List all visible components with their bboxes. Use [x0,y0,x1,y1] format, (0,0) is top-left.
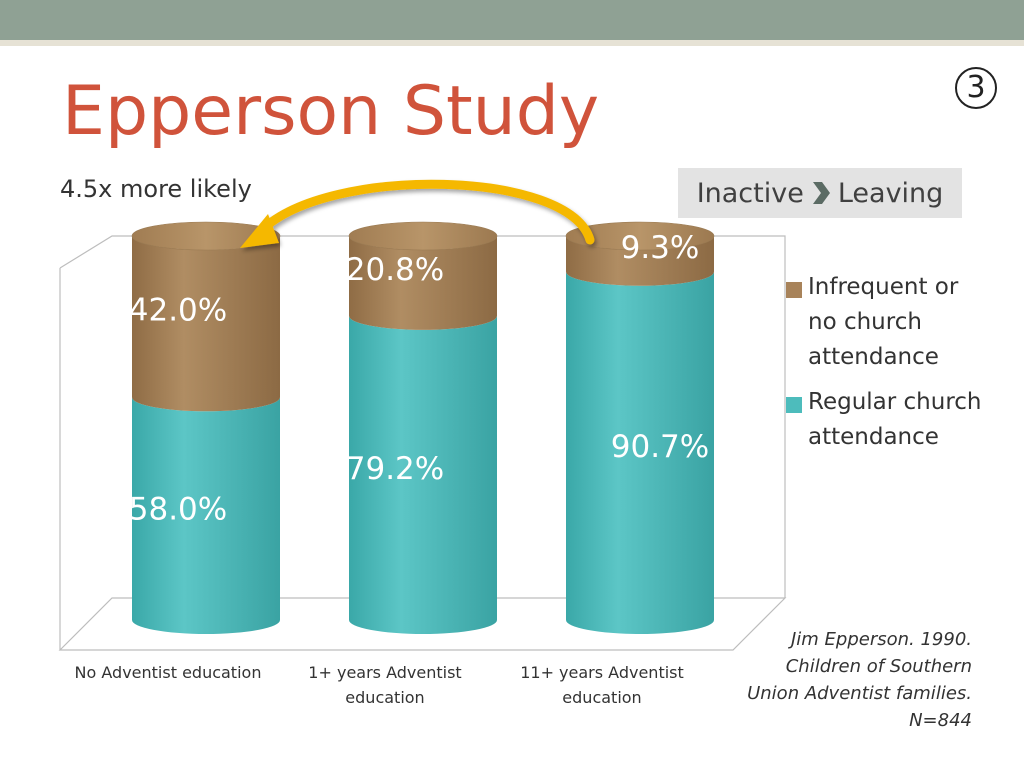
annotation-arrow [240,179,595,248]
data-label-infrequent: 9.3% [621,230,700,266]
category-axis-labels: No Adventist education 1+ years Adventist… [75,663,684,707]
legend-item-infrequent: Infrequent or no church attendance [786,274,986,375]
citation-line: N=844 [909,710,972,731]
citation-line: Union Adventist families. [747,683,972,704]
category-label: education [562,688,641,707]
legend-swatch-infrequent [786,282,802,298]
page-title: Epperson Study [62,72,600,151]
category-label: 1+ years Adventist [308,663,461,682]
legend-swatch-regular [786,397,802,413]
bar-top-cap [131,221,281,251]
data-label-infrequent: 42.0% [129,293,227,329]
bar-segment-regular [132,397,280,634]
source-citation: Jim Epperson. 1990. Children of Southern… [700,626,972,734]
citation-line: Children of Southern [785,656,972,677]
chart-legend: Infrequent or no church attendance Regul… [786,274,986,473]
top-banner [0,0,1024,40]
bar-segment-regular [566,271,714,634]
bar-top-cap [565,221,715,251]
legend-label-infrequent: Infrequent or no church attendance [808,274,959,370]
slide-number-badge: 3 [955,67,997,109]
cylinder-bars: 58.0% 42.0% 79.2% 20.8% 90.7% 9.3% [129,221,715,634]
data-label-regular: 79.2% [346,451,444,487]
category-label: No Adventist education [75,663,262,682]
citation-line: Jim Epperson. 1990. [790,629,972,650]
bar-segment-infrequent [349,236,497,330]
category-label: 11+ years Adventist [520,663,684,682]
data-label-regular: 58.0% [129,492,227,528]
tag-left-label: Inactive [696,177,804,209]
data-label-regular: 90.7% [611,429,709,465]
bar-segment-infrequent [132,236,280,412]
top-banner-line [0,40,1024,46]
category-label: education [345,688,424,707]
chart-subtitle: 4.5x more likely [60,175,252,203]
chevron-right-icon [812,182,830,204]
legend-label-regular: Regular church attendance [808,389,982,450]
tag-right-label: Leaving [837,177,944,209]
bar-segment-regular [349,315,497,634]
bar-top-cap [348,221,498,251]
inactive-leaving-tag: Inactive Leaving [678,168,962,218]
data-label-infrequent: 20.8% [346,252,444,288]
legend-item-regular: Regular church attendance [786,389,986,455]
